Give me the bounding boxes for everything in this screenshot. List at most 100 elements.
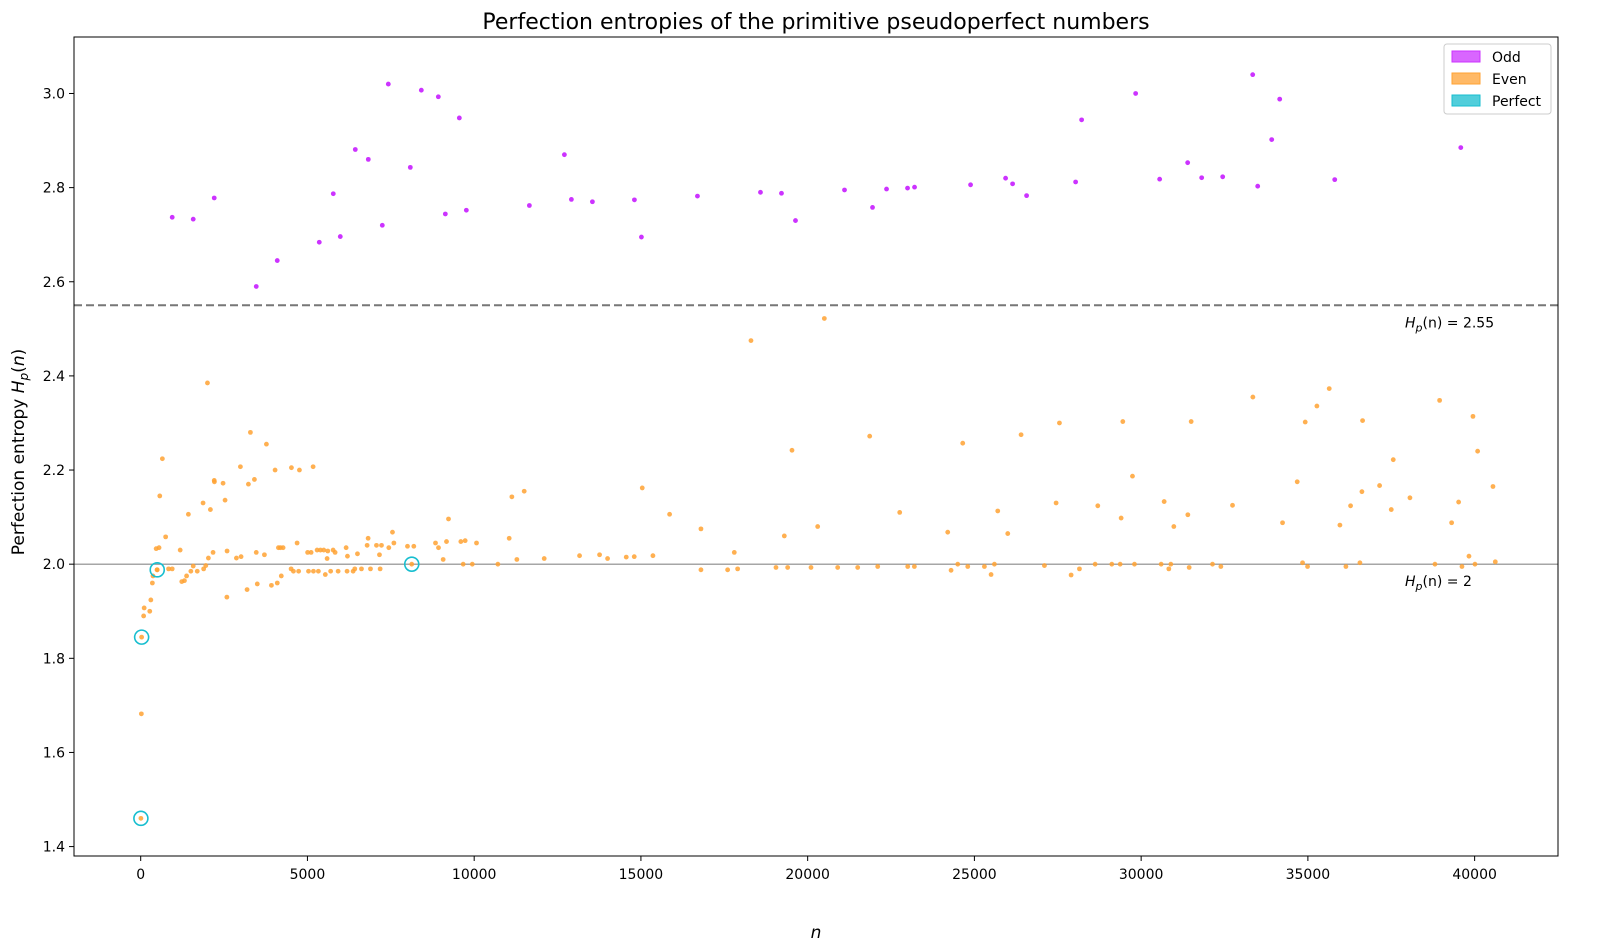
odd-point <box>589 199 595 205</box>
even-point <box>238 464 243 470</box>
even-point <box>897 509 903 515</box>
even-point <box>605 556 610 561</box>
even-point <box>332 550 338 555</box>
even-point <box>289 465 294 471</box>
even-point <box>244 587 250 592</box>
odd-point <box>905 185 910 191</box>
even-point <box>409 561 415 567</box>
even-point <box>821 316 827 321</box>
even-point <box>514 557 520 562</box>
even-point <box>1018 432 1024 438</box>
even-point <box>1437 397 1443 403</box>
even-point <box>359 566 364 572</box>
even-point <box>1357 560 1363 566</box>
even-point <box>597 552 602 558</box>
odd-point <box>1003 175 1008 181</box>
even-point <box>1077 566 1082 572</box>
even-point <box>1472 561 1478 567</box>
axes-frame <box>73 36 1559 857</box>
y-tick-label: 2.2 <box>43 463 65 479</box>
even-point <box>411 543 417 549</box>
odd-point <box>211 195 217 201</box>
even-point <box>234 555 239 561</box>
even-point <box>1449 520 1455 526</box>
x-tick-label: 25000 <box>952 867 997 883</box>
even-point <box>474 540 479 546</box>
even-point <box>1466 553 1472 559</box>
odd-point <box>456 115 462 121</box>
even-point <box>280 545 286 551</box>
even-point <box>992 561 997 567</box>
even-point <box>789 447 795 453</box>
even-point <box>541 556 547 561</box>
even-point <box>955 561 961 567</box>
even-point <box>855 565 861 570</box>
odd-point <box>352 147 358 152</box>
even-point <box>1171 524 1177 529</box>
odd-point <box>758 189 763 195</box>
odd-point <box>463 207 469 213</box>
even-point <box>1092 561 1098 567</box>
even-point <box>1186 565 1192 570</box>
even-point <box>509 494 515 500</box>
odd-point <box>695 193 700 199</box>
even-point <box>905 564 911 569</box>
even-point <box>224 594 230 600</box>
even-point <box>188 568 194 574</box>
odd-point <box>1269 137 1275 143</box>
even-point <box>1005 531 1011 536</box>
even-point <box>988 572 994 577</box>
x-tick-label: 20000 <box>785 867 830 883</box>
even-point <box>224 548 230 554</box>
odd-point <box>1079 117 1085 123</box>
even-point <box>444 539 449 544</box>
even-point <box>149 580 155 586</box>
y-axis-label: Perfection entropy Hp(n) <box>9 349 31 556</box>
x-tick-label: 5000 <box>290 867 326 883</box>
even-point <box>1300 560 1305 566</box>
even-point <box>815 524 821 529</box>
odd-point <box>274 258 280 263</box>
even-point <box>325 548 331 554</box>
even-point <box>506 535 512 541</box>
even-point <box>1132 561 1137 567</box>
odd-point <box>632 197 637 203</box>
even-point <box>1130 473 1135 479</box>
even-point <box>318 547 323 553</box>
even-point <box>194 568 200 574</box>
even-point <box>222 497 228 503</box>
even-point <box>440 557 446 562</box>
odd-point <box>1332 177 1338 183</box>
odd-point <box>968 182 973 188</box>
even-point <box>207 507 213 512</box>
odd-point <box>1024 193 1029 199</box>
even-point <box>1218 564 1224 569</box>
even-point <box>1337 522 1343 528</box>
even-point <box>190 563 196 569</box>
even-point <box>238 554 244 560</box>
odd-point <box>912 184 917 190</box>
y-tick-label: 1.4 <box>43 840 65 856</box>
even-point <box>446 516 451 522</box>
even-point <box>355 551 360 557</box>
legend-swatch <box>1451 94 1481 107</box>
even-point <box>911 564 917 569</box>
even-point <box>210 550 216 555</box>
perfect-point <box>149 562 166 578</box>
even-point <box>982 564 987 569</box>
even-point <box>141 613 147 619</box>
even-point <box>698 567 704 573</box>
even-point <box>315 568 321 574</box>
even-point <box>1158 561 1164 567</box>
even-point <box>1326 386 1332 392</box>
even-point <box>379 542 384 548</box>
odd-point <box>561 152 567 158</box>
even-point <box>211 479 217 485</box>
even-point <box>248 429 253 435</box>
even-point <box>1314 403 1320 409</box>
even-point <box>185 511 191 517</box>
reference-line-label: Hp(n) = 2.55 <box>1405 315 1494 334</box>
odd-point <box>1220 174 1226 180</box>
even-point <box>945 529 951 535</box>
